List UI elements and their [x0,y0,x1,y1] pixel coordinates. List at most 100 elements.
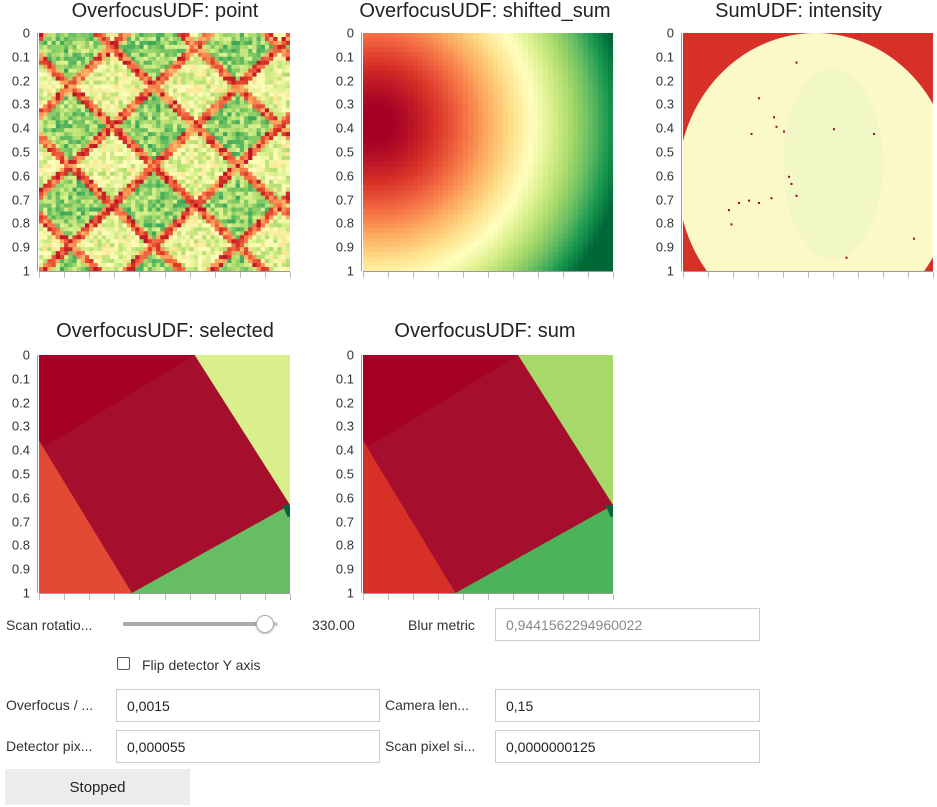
x-tick [290,594,291,600]
x-tick [463,594,464,600]
y-tick-label: 0.9 [335,561,354,577]
y-tick-label: 0 [22,347,30,363]
scan-pixel-field[interactable] [495,730,760,763]
y-axis-ticks: 0 0.1 0.2 0.3 0.4 0.5 0.6 0.7 0.8 0.9 1 [320,348,362,601]
x-tick [388,594,389,600]
y-tick-label: 1 [22,585,30,601]
x-tick [264,272,266,278]
x-axis [363,271,614,278]
x-tick [538,594,539,600]
y-tick-label: 0.7 [335,514,354,530]
y-tick-label: 0.8 [11,215,30,231]
y-tick-label: 0.3 [11,96,30,112]
plot-sum: OverfocusUDF: sum 0 0.1 0.2 0.3 0.4 0.5 0.6 0.7… [320,318,630,603]
x-tick [808,272,809,278]
x-tick [588,272,589,278]
flip-detector-checkbox[interactable] [117,657,130,670]
y-tick-label: 0.5 [11,144,30,160]
plot-shifted-sum: OverfocusUDF: shifted_sum 0 0.1 0.2 0.3 0.4 0… [320,0,630,279]
x-tick [239,272,241,278]
x-tick [708,272,709,278]
y-tick-label: 0.3 [655,96,674,112]
x-tick [214,594,216,600]
x-tick [89,272,91,278]
y-tick-label: 0.5 [335,144,354,160]
x-tick [114,594,116,600]
x-tick [733,272,734,278]
y-tick-label: 0.5 [655,144,674,160]
y-tick-label: 0.2 [655,73,674,89]
x-tick [883,272,884,278]
y-tick-label: 0.9 [11,561,30,577]
y-tick-label: 0.6 [11,490,30,506]
overfocus-field[interactable] [116,689,380,722]
heatmap-intensity [683,33,933,271]
y-tick-label: 0.4 [335,442,354,458]
y-axis-line [37,33,38,271]
x-tick [39,272,40,278]
x-tick [164,272,166,278]
scan-rotation-slider-handle[interactable] [256,615,275,633]
y-tick-label: 1 [346,263,354,279]
y-tick-label: 0.1 [655,49,674,65]
plot-selected: OverfocusUDF: selected 0 0.1 0.2 0.3 0.4 0.5 0… [0,318,310,603]
detector-pixel-field[interactable] [116,730,380,763]
y-tick-label: 0.8 [655,215,674,231]
y-tick-label: 0.4 [655,120,674,136]
overfocus-label: Overfocus / ... [6,697,94,713]
y-tick-label: 0.1 [11,49,30,65]
y-tick-label: 0.6 [335,490,354,506]
x-tick [64,272,66,278]
x-tick [388,272,389,278]
x-tick [413,272,414,278]
y-tick-label: 0 [22,25,30,41]
x-tick [363,594,364,600]
y-axis-ticks: 0 0.1 0.2 0.3 0.4 0.5 0.6 0.7 0.8 0.9 1 [640,26,682,279]
x-tick [64,594,66,600]
heatmap-shifted-sum [363,33,613,271]
blur-metric-field [495,608,760,641]
x-tick [833,272,834,278]
y-tick-label: 0.8 [11,537,30,553]
x-tick [89,594,91,600]
y-tick-label: 1 [666,263,674,279]
x-axis [39,593,291,600]
x-tick [413,594,414,600]
x-tick [683,272,684,278]
x-tick [290,272,291,278]
plot-title: OverfocusUDF: sum [394,320,576,342]
y-tick-label: 0.7 [655,192,674,208]
y-tick-label: 0.2 [335,395,354,411]
x-tick [488,272,489,278]
y-axis-line [681,33,682,271]
y-tick-label: 0.1 [335,49,354,65]
plot-point: OverfocusUDF: point 0 0.1 0.2 0.3 0.4 0.5 0.6 0… [0,0,310,279]
y-tick-label: 0.6 [11,168,30,184]
heatmap-selected [39,355,290,593]
x-tick [513,594,514,600]
x-tick [264,594,266,600]
y-tick-label: 0.1 [11,371,30,387]
y-tick-label: 0.8 [335,215,354,231]
y-tick-label: 0.4 [11,442,30,458]
y-axis-line [361,33,362,271]
x-tick [214,272,216,278]
x-tick [758,272,759,278]
plot-title: SumUDF: intensity [715,0,882,22]
x-tick [438,272,439,278]
x-tick [613,594,614,600]
y-tick-label: 0.6 [655,168,674,184]
camera-length-field[interactable] [495,689,760,722]
status-button[interactable]: Stopped [5,769,190,805]
y-tick-label: 0.7 [11,192,30,208]
y-axis-ticks: 0 0.1 0.2 0.3 0.4 0.5 0.6 0.7 0.8 0.9 1 [0,348,38,601]
x-tick [563,272,564,278]
scan-rotation-value: 330.00 [312,617,355,633]
y-tick-label: 0.1 [335,371,354,387]
y-tick-label: 0.7 [11,514,30,530]
flip-detector-label[interactable]: Flip detector Y axis [142,657,261,673]
y-tick-label: 0.3 [11,418,30,434]
x-axis [683,271,934,278]
x-axis [39,271,291,278]
y-tick-label: 0.7 [335,192,354,208]
